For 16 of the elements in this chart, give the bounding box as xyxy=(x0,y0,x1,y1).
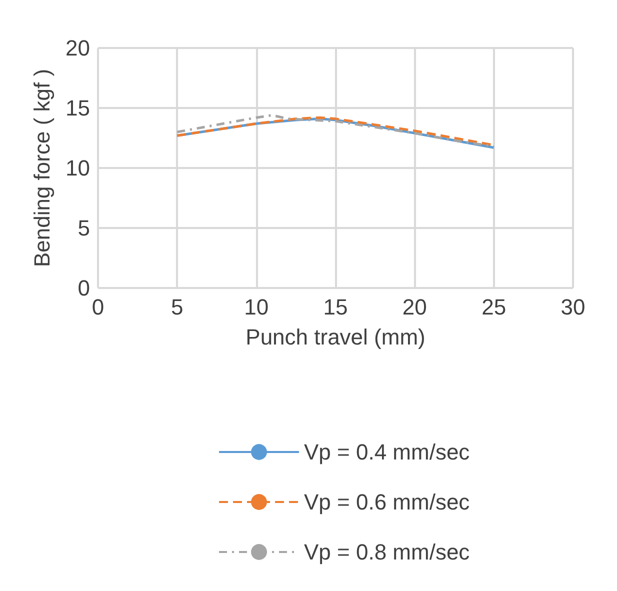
x-tick-label: 10 xyxy=(244,294,269,320)
legend-label: Vp = 0.8 mm/sec xyxy=(304,540,470,564)
y-tick-label: 15 xyxy=(66,96,90,120)
y-axis-title: Bending force ( kgf ) xyxy=(30,68,54,268)
x-tick-label: 30 xyxy=(560,294,586,320)
y-tick-label: 10 xyxy=(66,156,90,180)
y-tick-label: 20 xyxy=(66,36,90,60)
legend-label: Vp = 0.6 mm/sec xyxy=(304,490,470,514)
x-axis-title: Punch travel (mm) xyxy=(246,324,426,350)
y-tick-label: 5 xyxy=(78,216,90,240)
x-tick-label: 20 xyxy=(402,294,427,320)
x-tick-label: 15 xyxy=(323,294,348,320)
x-tick-label: 25 xyxy=(482,294,506,320)
x-tick-label: 5 xyxy=(171,294,184,320)
y-tick-label: 0 xyxy=(78,276,90,300)
legend-label: Vp = 0.4 mm/sec xyxy=(304,440,470,464)
